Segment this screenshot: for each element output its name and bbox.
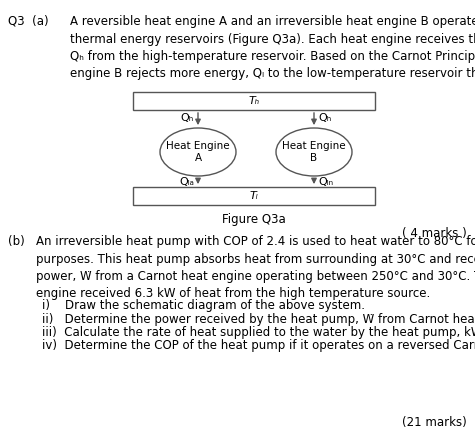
Text: Qₗₐ: Qₗₐ xyxy=(179,177,194,187)
Text: B: B xyxy=(311,153,318,163)
Text: Tₕ: Tₕ xyxy=(248,96,260,106)
Text: Qₗₙ: Qₗₙ xyxy=(318,177,333,187)
Text: (b): (b) xyxy=(8,235,25,248)
Text: ( 4 marks ): ( 4 marks ) xyxy=(402,227,467,240)
Text: An irreversible heat pump with COP of 2.4 is used to heat water to 80°C for clea: An irreversible heat pump with COP of 2.… xyxy=(36,235,475,301)
Text: A reversible heat engine A and an irreversible heat engine B operate between the: A reversible heat engine A and an irreve… xyxy=(70,15,475,80)
Bar xyxy=(133,92,375,110)
Text: i)    Draw the schematic diagram of the above system.: i) Draw the schematic diagram of the abo… xyxy=(42,299,365,312)
Text: Qₕ: Qₕ xyxy=(181,113,194,123)
Text: A: A xyxy=(194,153,201,163)
Text: Figure Q3a: Figure Q3a xyxy=(222,213,286,226)
Text: Heat Engine: Heat Engine xyxy=(282,141,346,151)
Text: iii)  Calculate the rate of heat supplied to the water by the heat pump, kW.: iii) Calculate the rate of heat supplied… xyxy=(42,326,475,339)
Ellipse shape xyxy=(160,128,236,176)
Text: iv)  Determine the COP of the heat pump if it operates on a reversed Carnot cycl: iv) Determine the COP of the heat pump i… xyxy=(42,340,475,353)
Ellipse shape xyxy=(276,128,352,176)
Text: Qₕ: Qₕ xyxy=(318,113,331,123)
Text: (21 marks): (21 marks) xyxy=(402,416,467,429)
Text: Tₗ: Tₗ xyxy=(250,191,258,201)
Text: Heat Engine: Heat Engine xyxy=(166,141,230,151)
Bar xyxy=(133,187,375,205)
Text: Q3  (a): Q3 (a) xyxy=(8,15,48,28)
Text: ii)   Determine the power received by the heat pump, Ẇ from Carnot heat engine,: ii) Determine the power received by the … xyxy=(42,313,475,326)
